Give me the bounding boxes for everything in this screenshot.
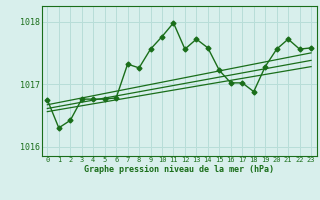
X-axis label: Graphe pression niveau de la mer (hPa): Graphe pression niveau de la mer (hPa) xyxy=(84,165,274,174)
